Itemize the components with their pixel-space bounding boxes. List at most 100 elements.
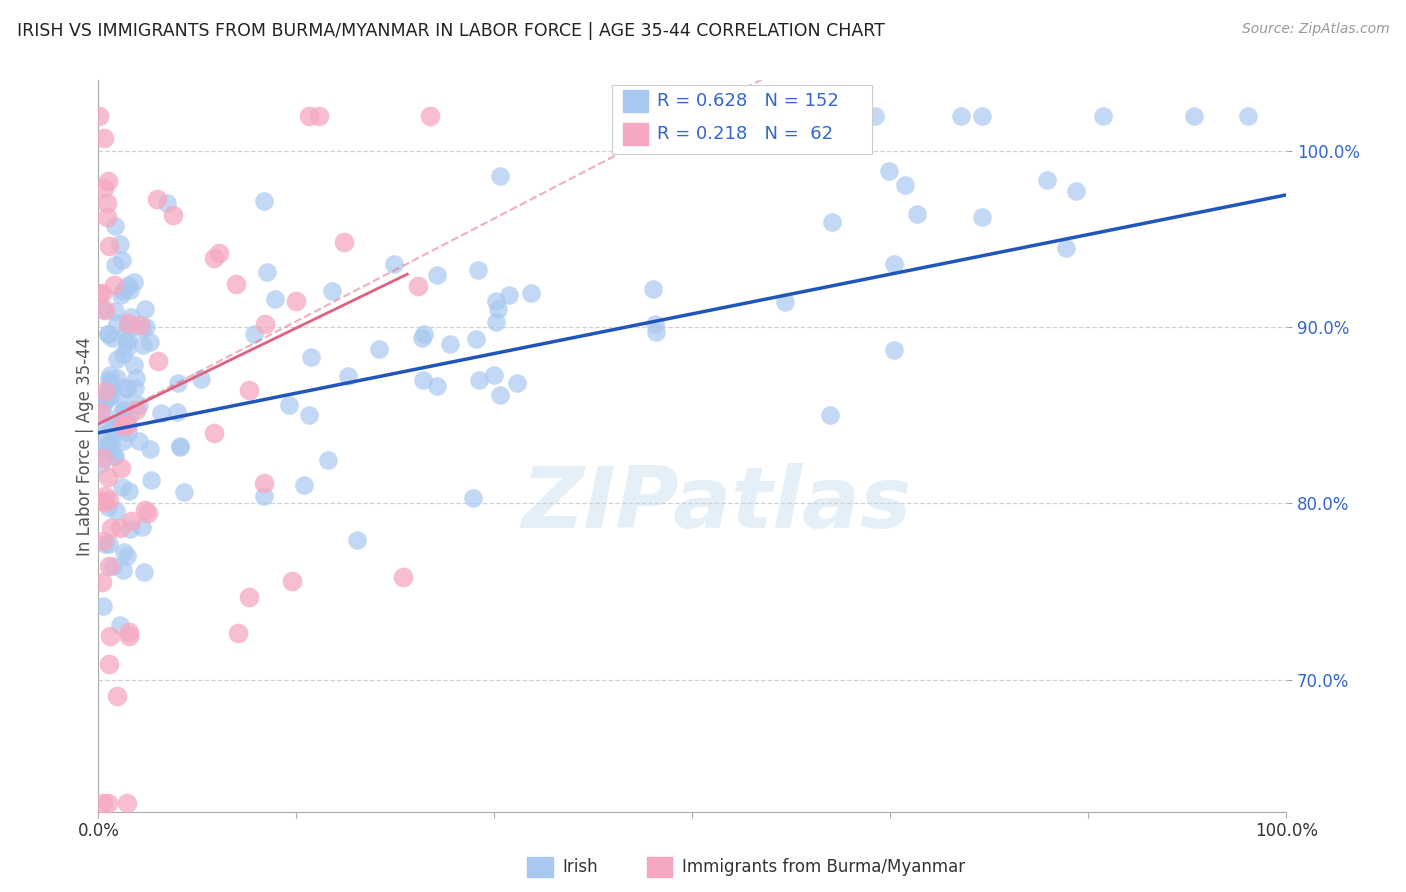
Point (105, 504, 128, 518)
Point (115, 382, 138, 396)
Point (488, 169, 510, 183)
Point (426, 268, 449, 282)
Point (93, 537, 115, 551)
Point (104, 219, 127, 234)
Point (112, 347, 135, 361)
Point (238, 591, 260, 605)
Point (883, 343, 905, 357)
Point (98, 372, 121, 386)
Point (299, 351, 322, 365)
Point (134, 503, 156, 517)
Point (117, 316, 139, 330)
Point (108, 237, 131, 252)
Point (108, 415, 131, 429)
Point (252, 489, 274, 503)
Point (173, 484, 195, 499)
Point (139, 335, 162, 350)
Point (118, 484, 141, 499)
Point (110, 480, 132, 494)
Point (120, 522, 142, 536)
Point (111, 434, 134, 448)
Point (851, 109, 873, 123)
Point (114, 326, 136, 340)
Point (98, 379, 121, 393)
Point (91, 599, 114, 614)
Point (134, 301, 156, 316)
Point (97, 470, 120, 484)
Point (93, 417, 115, 431)
Point (128, 398, 150, 412)
Point (103, 558, 125, 573)
Point (103, 449, 125, 463)
Point (439, 337, 461, 351)
Point (100, 521, 122, 535)
Point (117, 549, 139, 564)
Text: R = 0.218   N =  62: R = 0.218 N = 62 (657, 125, 832, 143)
Point (91, 406, 114, 420)
Point (1054, 241, 1077, 255)
Point (122, 275, 145, 289)
Point (118, 625, 141, 640)
Point (498, 288, 520, 302)
Point (253, 194, 276, 208)
Point (775, 295, 797, 310)
Point (879, 164, 901, 178)
Point (97, 657, 120, 672)
Point (93, 391, 115, 405)
Point (298, 109, 321, 123)
Text: ZIPatlas: ZIPatlas (522, 463, 911, 546)
Point (485, 294, 508, 309)
Point (97, 174, 120, 188)
Point (118, 629, 141, 643)
Point (108, 618, 131, 632)
Point (98, 368, 121, 383)
Point (169, 440, 191, 454)
Point (308, 109, 330, 123)
Point (97, 796, 120, 810)
Point (97, 441, 120, 455)
Point (464, 332, 486, 346)
Point (818, 408, 841, 422)
Point (112, 545, 135, 559)
Text: Source: ZipAtlas.com: Source: ZipAtlas.com (1241, 22, 1389, 37)
Point (100, 437, 122, 451)
Point (162, 208, 184, 222)
Point (94, 303, 117, 318)
Point (238, 384, 260, 398)
Point (98, 442, 121, 457)
Point (89, 109, 111, 123)
Point (108, 520, 131, 534)
Point (104, 258, 127, 272)
Point (122, 358, 145, 372)
Point (346, 533, 368, 548)
Y-axis label: In Labor Force | Age 35-44: In Labor Force | Age 35-44 (76, 336, 94, 556)
Point (141, 473, 163, 487)
Point (91, 534, 114, 549)
Point (970, 109, 993, 123)
Point (406, 278, 429, 293)
Point (894, 178, 917, 192)
Point (120, 310, 142, 324)
Point (96, 196, 118, 211)
Point (316, 452, 339, 467)
Point (256, 265, 278, 279)
Point (114, 417, 136, 432)
Point (1036, 173, 1059, 187)
Point (641, 282, 664, 296)
Point (382, 257, 405, 271)
Point (412, 326, 434, 341)
Point (101, 422, 124, 436)
Point (124, 381, 146, 395)
Point (105, 371, 128, 385)
Point (132, 566, 155, 580)
Point (146, 354, 169, 368)
Point (865, 109, 887, 123)
Point (846, 136, 869, 151)
Point (94, 394, 117, 409)
Point (104, 304, 127, 318)
Point (90, 458, 112, 472)
Point (419, 109, 441, 123)
Point (225, 277, 247, 291)
Point (412, 373, 434, 387)
Point (506, 376, 529, 391)
